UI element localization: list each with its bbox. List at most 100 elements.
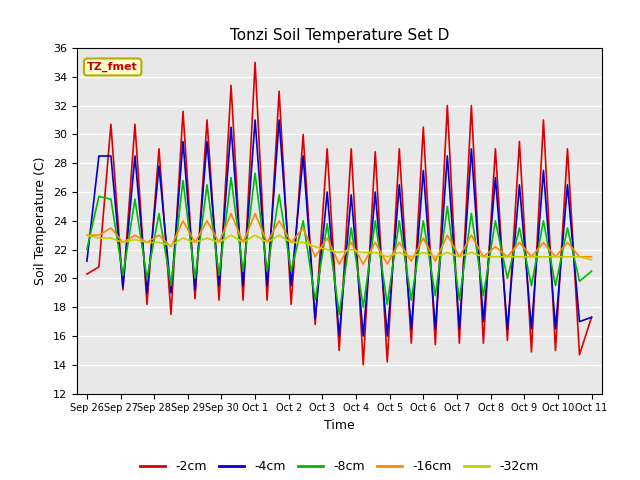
-4cm [444, 153, 451, 159]
-16cm [252, 211, 259, 216]
-8cm [479, 293, 487, 299]
-32cm [191, 240, 199, 245]
-16cm [311, 254, 319, 260]
-2cm [540, 117, 547, 123]
-4cm [323, 189, 331, 195]
-2cm [227, 83, 235, 88]
-32cm [396, 250, 403, 255]
-2cm [371, 149, 379, 155]
-32cm [588, 257, 595, 263]
-32cm [468, 250, 476, 255]
-4cm [468, 146, 476, 152]
-8cm [227, 175, 235, 180]
-8cm [540, 218, 547, 224]
-8cm [348, 225, 355, 231]
-2cm [131, 121, 139, 127]
-4cm [300, 153, 307, 159]
-2cm [419, 124, 427, 130]
-16cm [323, 235, 331, 241]
-4cm [131, 153, 139, 159]
-32cm [408, 254, 415, 260]
-4cm [179, 139, 187, 144]
-4cm [348, 192, 355, 198]
Text: TZ_fmet: TZ_fmet [87, 62, 138, 72]
-8cm [155, 211, 163, 216]
-16cm [492, 244, 499, 250]
Legend: -2cm, -4cm, -8cm, -16cm, -32cm: -2cm, -4cm, -8cm, -16cm, -32cm [135, 455, 543, 478]
-2cm [564, 146, 572, 152]
-2cm [468, 103, 476, 108]
Line: -2cm: -2cm [87, 62, 591, 365]
-16cm [239, 240, 247, 245]
-4cm [408, 326, 415, 332]
-16cm [431, 258, 439, 264]
-16cm [167, 244, 175, 250]
-2cm [348, 146, 355, 152]
-8cm [575, 278, 583, 284]
-32cm [479, 254, 487, 260]
-16cm [564, 240, 572, 245]
-32cm [335, 250, 343, 255]
-8cm [335, 312, 343, 317]
-16cm [588, 254, 595, 260]
Line: -4cm: -4cm [87, 120, 591, 336]
-8cm [191, 276, 199, 281]
-2cm [95, 264, 103, 270]
-8cm [564, 225, 572, 231]
-2cm [215, 297, 223, 303]
-32cm [311, 244, 319, 250]
-2cm [479, 340, 487, 346]
-32cm [215, 240, 223, 245]
-4cm [167, 290, 175, 296]
-32cm [263, 240, 271, 245]
-8cm [371, 218, 379, 224]
-2cm [287, 301, 295, 307]
-4cm [107, 153, 115, 159]
-32cm [275, 232, 283, 238]
-32cm [95, 235, 103, 241]
-16cm [143, 240, 151, 245]
-8cm [239, 268, 247, 274]
-32cm [179, 235, 187, 241]
-16cm [119, 240, 127, 245]
-8cm [323, 221, 331, 227]
-4cm [540, 168, 547, 173]
-8cm [215, 273, 223, 278]
-4cm [564, 182, 572, 188]
-32cm [492, 254, 499, 260]
-8cm [287, 268, 295, 274]
-4cm [227, 124, 235, 130]
-2cm [383, 359, 391, 365]
Line: -8cm: -8cm [87, 173, 591, 314]
-4cm [552, 326, 559, 332]
-2cm [167, 312, 175, 317]
-8cm [83, 247, 91, 252]
-2cm [588, 314, 595, 320]
-16cm [468, 232, 476, 238]
-8cm [468, 211, 476, 216]
-16cm [527, 254, 535, 260]
-32cm [155, 240, 163, 245]
-16cm [275, 218, 283, 224]
-16cm [419, 235, 427, 241]
-2cm [263, 297, 271, 303]
-8cm [143, 276, 151, 281]
-2cm [203, 117, 211, 123]
-32cm [444, 250, 451, 255]
-2cm [179, 108, 187, 114]
-2cm [360, 362, 367, 368]
-16cm [479, 254, 487, 260]
-16cm [456, 254, 463, 260]
-32cm [287, 240, 295, 245]
-8cm [552, 283, 559, 288]
-16cm [263, 240, 271, 245]
-2cm [516, 139, 524, 144]
-8cm [119, 273, 127, 278]
-8cm [275, 192, 283, 198]
-16cm [155, 232, 163, 238]
-2cm [311, 322, 319, 327]
-2cm [504, 337, 511, 343]
-4cm [504, 326, 511, 332]
-16cm [179, 218, 187, 224]
-4cm [588, 314, 595, 320]
